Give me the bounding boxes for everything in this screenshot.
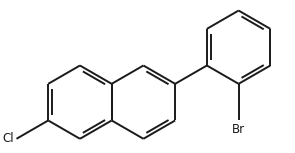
- Text: Cl: Cl: [2, 132, 14, 145]
- Text: Br: Br: [232, 123, 245, 136]
